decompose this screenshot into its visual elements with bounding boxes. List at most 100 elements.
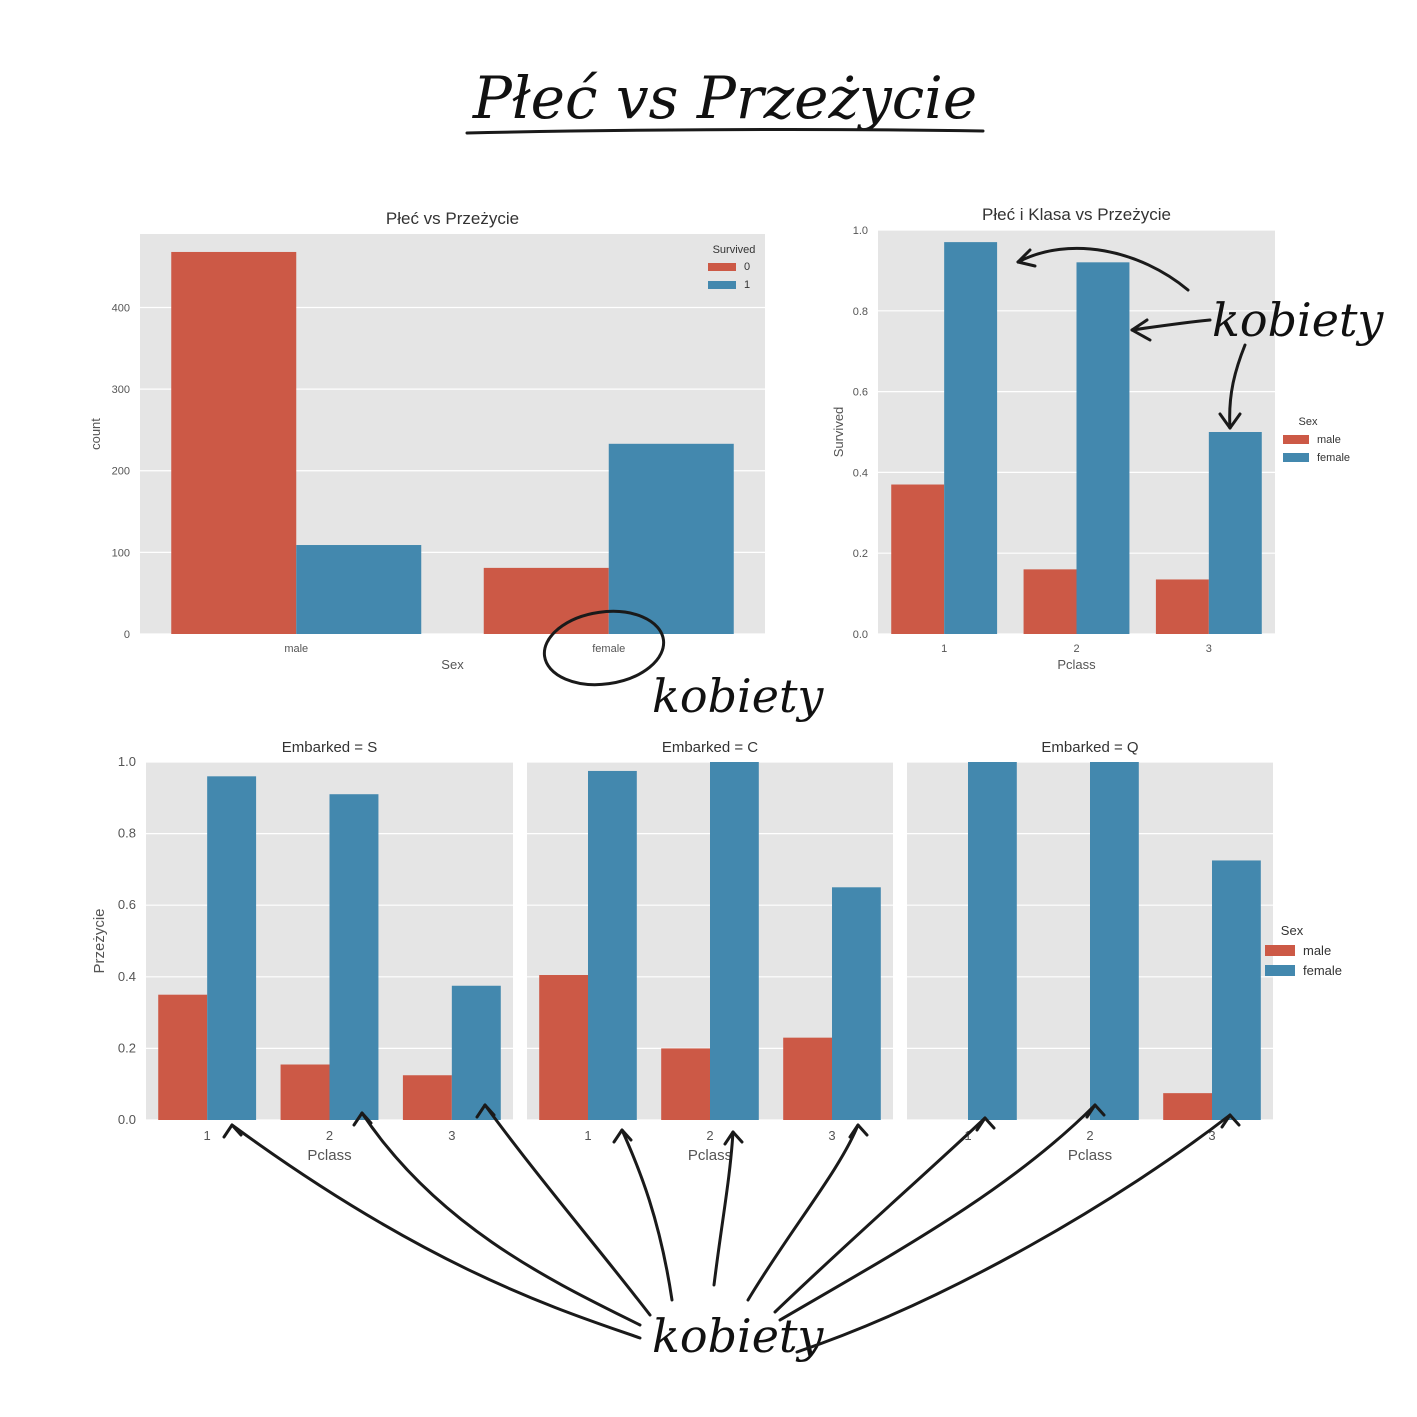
- y-tick-label: 0.8: [853, 306, 868, 318]
- legend-swatch-male: [1283, 435, 1309, 444]
- bar-female-3: [832, 887, 881, 1120]
- x-tick-label: 1: [204, 1128, 211, 1143]
- y-tick-label: 1.0: [853, 225, 868, 237]
- y-tick-label: 0.2: [853, 548, 868, 560]
- ink-annotations: kobiety kobiety kobiety: [222, 246, 1384, 1363]
- y-tick-label: 300: [112, 384, 130, 396]
- bar-female-2: [1076, 262, 1130, 634]
- legend-swatch-female: [1265, 965, 1295, 976]
- x-tick-label: 3: [448, 1128, 455, 1143]
- x-axis-label: Pclass: [307, 1147, 351, 1164]
- legend-swatch-0: [708, 263, 736, 271]
- arrow-line: [1228, 343, 1247, 430]
- arrow-line: [712, 1130, 735, 1287]
- arrow-head: [1085, 1103, 1106, 1119]
- page-title: Płeć vs Przeżycie: [472, 64, 977, 132]
- y-axis-label: Survived: [831, 407, 846, 458]
- y-tick-label: 200: [112, 466, 130, 478]
- bar-male-2: [280, 1064, 330, 1120]
- bar-0-male: [171, 251, 297, 635]
- bar-female-1: [968, 762, 1017, 1120]
- arrow-head: [1220, 1113, 1241, 1129]
- y-tick-label: 0.4: [118, 969, 136, 984]
- y-tick-label: 400: [112, 302, 130, 314]
- x-tick-label: 2: [1086, 1128, 1093, 1143]
- bar-1-female: [608, 443, 734, 634]
- arrow-line: [1130, 318, 1212, 332]
- bar-male-3: [783, 1037, 832, 1120]
- y-axis-label: count: [88, 418, 103, 450]
- x-axis-label: Pclass: [1068, 1147, 1112, 1164]
- x-tick-label: 2: [1073, 643, 1079, 655]
- y-tick-label: 0.4: [853, 467, 868, 479]
- bar-male-1: [539, 975, 588, 1120]
- legend-title: Sex: [1281, 923, 1304, 938]
- bar-female-3: [451, 985, 501, 1120]
- legend-label: 0: [744, 261, 750, 273]
- arrow-head: [975, 1116, 996, 1132]
- chart-title: Płeć vs Przeżycie: [386, 209, 519, 228]
- x-axis-label: Pclass: [1057, 657, 1096, 672]
- bar-1-male: [296, 545, 422, 634]
- y-tick-label: 0: [124, 629, 130, 641]
- facet-panel-2: 1 2 3 Pclass Embarked = C: [527, 739, 893, 1164]
- facet-panel-1: 0.0 0.2 0.4 0.6 0.8 1.0 1 2 3 Pclass Przeżycie Emba…: [91, 739, 513, 1164]
- x-tick-label: 3: [828, 1128, 835, 1143]
- bar-female-3: [1212, 860, 1261, 1120]
- x-tick-label: male: [284, 643, 308, 655]
- y-tick-label: 0.8: [118, 826, 136, 841]
- bar-male-3: [1155, 579, 1209, 634]
- bar-female-1: [944, 242, 998, 634]
- circle-around-female: [542, 609, 666, 687]
- bar-female-2: [329, 794, 379, 1120]
- x-tick-label: 3: [1206, 643, 1212, 655]
- arrow-line: [773, 1116, 987, 1314]
- legend-label: female: [1317, 452, 1350, 464]
- arrow-head: [222, 1123, 243, 1139]
- bar-male-1: [158, 994, 208, 1120]
- annotation-kobiety-middle: kobiety: [652, 669, 824, 723]
- bar-female-2: [1090, 762, 1139, 1120]
- legend-swatch-1: [708, 281, 736, 289]
- bar-male-2: [661, 1048, 710, 1120]
- arrow-line: [360, 1111, 642, 1327]
- annotation-kobiety-top-right: kobiety: [1212, 293, 1384, 347]
- bar-male-3: [1163, 1093, 1212, 1120]
- chart-embarked-facets: 0.0 0.2 0.4 0.6 0.8 1.0 1 2 3 Pclass Przeżycie Emba…: [91, 739, 1342, 1164]
- bar-female-1: [588, 770, 637, 1120]
- arrow-head: [352, 1111, 373, 1127]
- legend-title: Survived: [713, 244, 756, 256]
- chart-title: Embarked = C: [662, 739, 758, 756]
- bar-male-3: [402, 1075, 452, 1120]
- x-tick-label: 3: [1208, 1128, 1215, 1143]
- legend-swatch-female: [1283, 453, 1309, 462]
- arrow-line: [230, 1123, 642, 1340]
- arrow-head: [1218, 412, 1242, 430]
- x-axis-label: Sex: [441, 657, 464, 672]
- arrow-line: [795, 1113, 1232, 1354]
- y-tick-label: 0.0: [853, 629, 868, 641]
- y-tick-label: 1.0: [118, 754, 136, 769]
- arrow-head: [1130, 318, 1152, 342]
- bar-female-3: [1208, 432, 1262, 634]
- y-axis-label: Przeżycie: [91, 908, 108, 973]
- bottom-arrow-group: [222, 1103, 1241, 1354]
- chart-title: Płeć i Klasa vs Przeżycie: [982, 205, 1171, 224]
- x-tick-label: 1: [941, 643, 947, 655]
- y-tick-label: 0.6: [853, 387, 868, 399]
- chart-title: Embarked = S: [282, 739, 377, 756]
- legend-label: 1: [744, 279, 750, 291]
- arrow-line: [620, 1128, 674, 1302]
- bar-male-2: [1023, 569, 1077, 634]
- bar-female-1: [207, 776, 257, 1120]
- legend-swatch-male: [1265, 945, 1295, 956]
- title-underline: [465, 128, 985, 135]
- arrow-head: [848, 1123, 869, 1139]
- x-tick-label: 1: [584, 1128, 591, 1143]
- arrow-line: [778, 1103, 1097, 1322]
- chart-sex-class-vs-survival: 0.0 0.2 0.4 0.6 0.8 1.0 1 2 3 Pclass Survived Płeć …: [831, 205, 1350, 672]
- arrow-head: [723, 1130, 744, 1146]
- y-tick-label: 0.2: [118, 1040, 136, 1055]
